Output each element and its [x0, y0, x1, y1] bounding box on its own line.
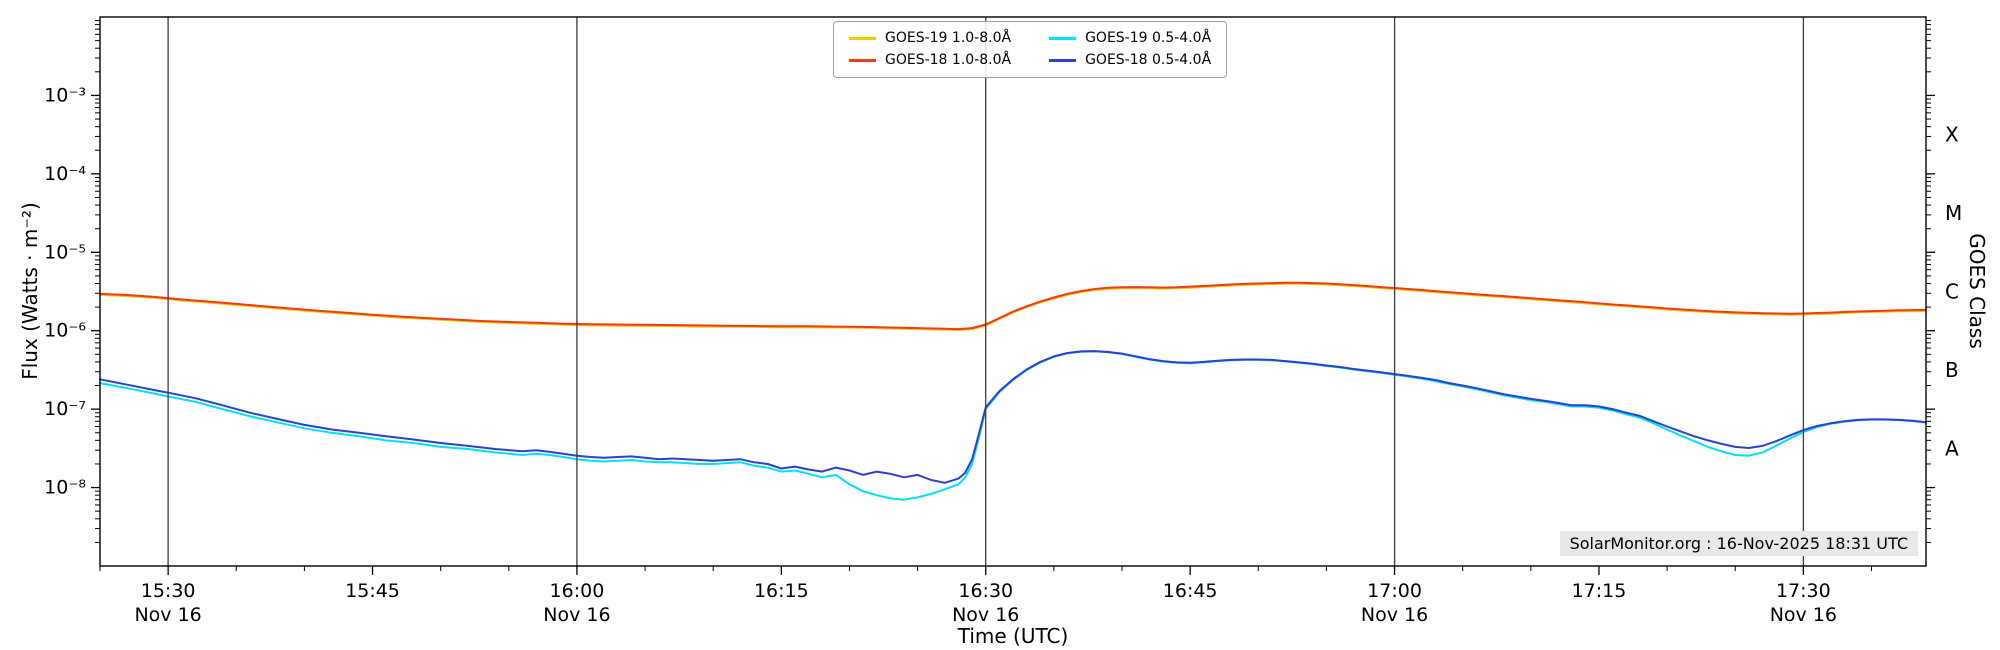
x-tick-label: 16:45 — [1163, 580, 1218, 602]
legend-item: GOES-19 0.5-4.0Å — [1049, 29, 1211, 48]
series-line-2 — [99, 350, 1927, 501]
x-tick-label: 15:30 — [141, 580, 196, 602]
y-axis-title: Flux (Watts · m⁻²) — [18, 202, 42, 380]
x-tick-label: 16:00 — [550, 580, 605, 602]
goes-class-letter: X — [1945, 123, 1959, 147]
legend-line-swatch — [1049, 36, 1077, 40]
legend-label: GOES-19 1.0-8.0Å — [885, 30, 1012, 46]
x-tick-label: 17:30 — [1776, 580, 1831, 602]
x-tick-label: 15:45 — [345, 580, 400, 602]
series-line-4 — [99, 350, 1927, 484]
legend: GOES-19 1.0-8.0Å GOES-19 0.5-4.0Å GOES-18 … — [833, 21, 1228, 78]
legend-line-swatch — [1049, 58, 1077, 62]
goes-class-letter: B — [1945, 358, 1959, 382]
x-tick-label: 17:15 — [1572, 580, 1627, 602]
y-tick-label: 10⁻⁴ — [44, 163, 86, 185]
legend-item: GOES-18 0.5-4.0Å — [1049, 51, 1211, 70]
legend-label: GOES-19 0.5-4.0Å — [1085, 30, 1212, 46]
y-axis-right-title: GOES Class — [1965, 233, 1989, 349]
x-tick-day-label: Nov 16 — [1770, 604, 1837, 626]
goes-class-letter: C — [1945, 280, 1959, 304]
legend-label: GOES-18 1.0-8.0Å — [885, 51, 1012, 68]
x-tick-label: 16:30 — [958, 580, 1013, 602]
y-tick-label: 10⁻⁵ — [44, 241, 86, 263]
series-line-1 — [99, 282, 1927, 331]
y-tick-label: 10⁻⁷ — [44, 398, 86, 420]
legend-label: GOES-18 0.5-4.0Å — [1085, 51, 1212, 68]
x-tick-label: 16:15 — [754, 580, 809, 602]
goes-class-letter: M — [1945, 201, 1962, 225]
x-axis-title: Time (UTC) — [957, 624, 1069, 648]
x-tick-day-label: Nov 16 — [134, 604, 201, 626]
y-tick-label: 10⁻⁸ — [44, 477, 86, 499]
legend-item: GOES-18 1.0-8.0Å — [849, 51, 1011, 70]
x-tick-label: 17:00 — [1367, 580, 1422, 602]
legend-line-swatch — [849, 58, 876, 62]
y-tick-label: 10⁻⁶ — [44, 320, 86, 342]
x-tick-day-label: Nov 16 — [952, 604, 1019, 626]
plot-border — [99, 16, 1927, 567]
legend-item: GOES-19 1.0-8.0Å — [849, 29, 1011, 48]
legend-line-swatch — [849, 36, 876, 40]
x-tick-day-label: Nov 16 — [1361, 604, 1428, 626]
y-tick-label: 10⁻³ — [44, 84, 86, 106]
watermark: SolarMonitor.org : 16-Nov-2025 18:31 UTC — [1559, 531, 1918, 556]
goes-class-letter: A — [1945, 436, 1959, 460]
series-line-3 — [99, 281, 1927, 331]
x-tick-day-label: Nov 16 — [543, 604, 610, 626]
